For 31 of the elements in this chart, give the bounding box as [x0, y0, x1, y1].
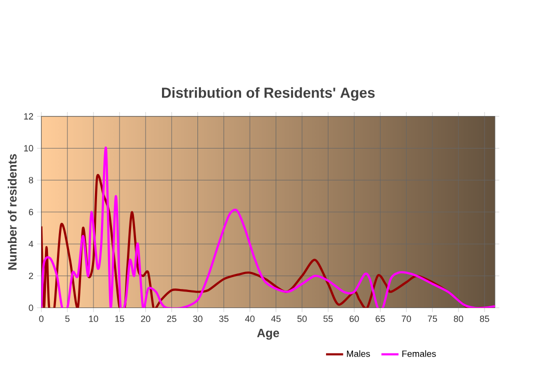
x-tick-label: 30	[193, 315, 202, 322]
x-tick-label: 80	[454, 315, 464, 322]
x-tick-label: 5	[65, 316, 70, 322]
legend-label: Females	[402, 350, 436, 357]
chart-title: Distribution of Residents' Ages	[162, 87, 375, 101]
x-tick-label: 75	[428, 316, 438, 322]
x-tick-label: 50	[297, 315, 307, 322]
x-tick-label: 65	[376, 315, 385, 322]
x-tick-label: 45	[271, 316, 281, 322]
line-series	[41, 147, 495, 308]
y-tick-label: 0	[28, 304, 34, 311]
x-tick-label: 20	[141, 315, 150, 322]
x-axis-title: Age	[257, 328, 280, 340]
y-tick-label: 2	[28, 272, 34, 279]
x-tick-label: 15	[115, 316, 124, 322]
x-tick-label: 85	[480, 315, 490, 322]
x-tick-label: 0	[39, 315, 44, 322]
y-tick-label: 6	[28, 208, 34, 216]
x-tick-label: 55	[323, 316, 333, 322]
y-tick-label: 10	[24, 144, 34, 152]
y-tick-label: 4	[28, 240, 34, 247]
x-tick-label: 25	[167, 315, 176, 322]
x-tick-label: 35	[219, 315, 228, 322]
x-tick-label: 70	[402, 315, 411, 322]
legend-label: Males	[346, 350, 370, 357]
x-tick-label: 10	[89, 315, 98, 322]
y-tick-label: 8	[28, 176, 34, 184]
y-tick-label: 12	[24, 113, 34, 120]
x-tick-label: 40	[245, 315, 255, 322]
y-axis-title: Number of residents	[8, 154, 17, 270]
x-tick-label: 60	[350, 315, 359, 322]
